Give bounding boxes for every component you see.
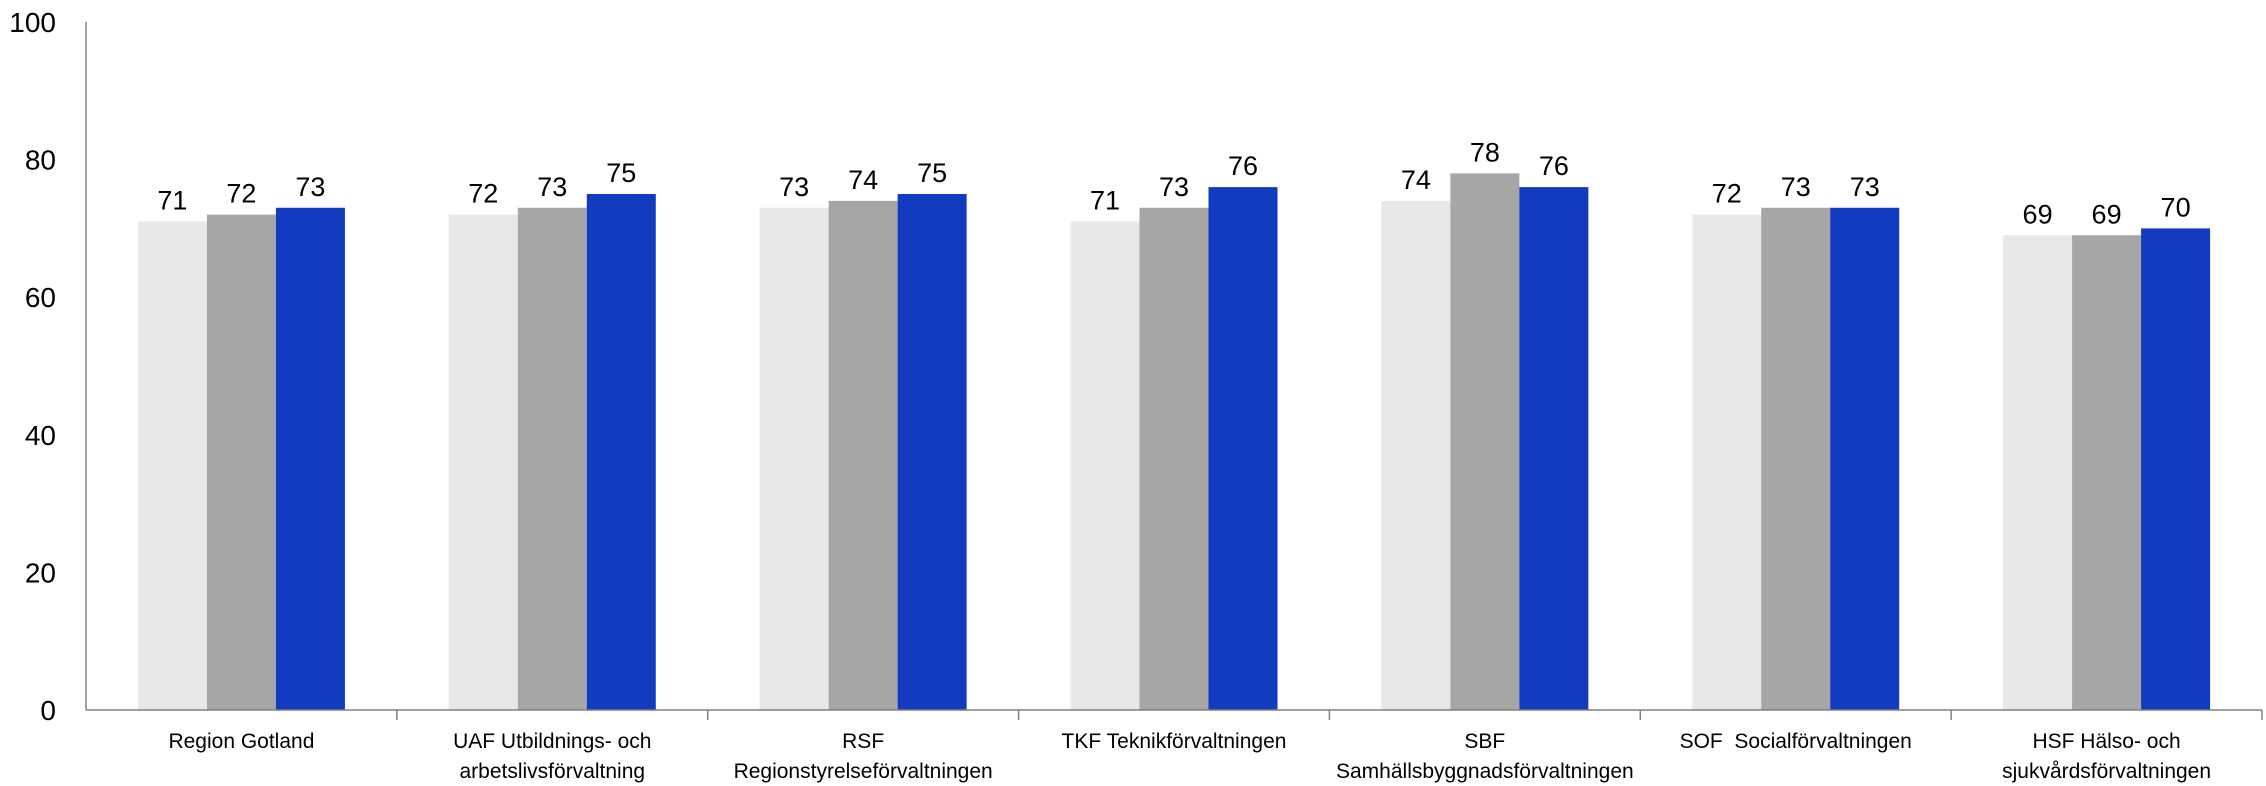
bar: [1208, 187, 1278, 710]
bar: [897, 194, 967, 710]
bar: [1761, 207, 1831, 710]
y-tick-label: 20: [25, 557, 56, 588]
x-category-label: TKF Teknikförvaltningen: [1062, 730, 1287, 753]
x-category-label: HSF Hälso- och: [2032, 730, 2180, 753]
bar: [1139, 207, 1209, 710]
bar: [1450, 173, 1520, 711]
x-category-label: UAF Utbildnings- och: [453, 730, 651, 753]
bar: [1519, 187, 1589, 710]
data-label: 69: [2092, 199, 2122, 229]
data-label: 69: [2023, 199, 2053, 229]
data-label: 75: [606, 158, 636, 188]
data-label: 74: [1401, 165, 1431, 195]
x-category-label: Samhällsbyggnadsförvaltningen: [1336, 760, 1634, 783]
data-label: 73: [295, 172, 325, 202]
bar: [206, 214, 276, 710]
bars: [137, 173, 2211, 711]
data-label: 75: [917, 158, 947, 188]
bar: [1070, 221, 1140, 710]
y-tick-label: 80: [25, 145, 56, 176]
x-category-label: arbetslivsförvaltning: [459, 760, 645, 783]
data-label: 73: [1781, 172, 1811, 202]
bar: [275, 207, 345, 710]
data-label: 70: [2161, 192, 2191, 222]
data-label: 73: [537, 172, 567, 202]
bar: [759, 207, 829, 710]
data-label: 73: [779, 172, 809, 202]
y-tick-label: 60: [25, 282, 56, 313]
bar: [137, 221, 207, 710]
data-label: 76: [1539, 151, 1569, 181]
data-label: 72: [226, 179, 256, 209]
bar: [517, 207, 587, 710]
x-category-label: SOF Socialförvaltningen: [1680, 730, 1912, 753]
data-labels: 71 72 73 72 73 75 73 74 75 71 73 76 74 78 76 72 73 73 69 69…: [157, 137, 2190, 229]
bar: [2003, 235, 2073, 710]
bar: [586, 194, 656, 710]
y-tick-label: 100: [9, 7, 56, 38]
x-category-label: RSF: [842, 730, 884, 753]
x-category-label: SBF: [1464, 730, 1505, 753]
bar: [2141, 228, 2211, 710]
data-label: 78: [1470, 137, 1500, 167]
x-category-label: sjukvårdsförvaltningen: [2002, 760, 2211, 783]
y-tick-label: 40: [25, 420, 56, 451]
bar: [2072, 235, 2142, 710]
y-tick-label: 0: [40, 695, 56, 726]
x-category-label: Regionstyrelseförvaltningen: [734, 760, 993, 783]
y-axis: 0 20 40 60 80 100: [9, 7, 87, 726]
data-label: 73: [1850, 172, 1880, 202]
data-label: 72: [1712, 179, 1742, 209]
data-label: 74: [848, 165, 878, 195]
bar: [828, 200, 898, 710]
data-label: 71: [157, 186, 187, 216]
bar: [448, 214, 518, 710]
x-category-label: Region Gotland: [168, 730, 314, 753]
data-label: 72: [468, 179, 498, 209]
data-label: 76: [1228, 151, 1258, 181]
data-label: 71: [1090, 186, 1120, 216]
bar: [1381, 200, 1451, 710]
bar: [1692, 214, 1762, 710]
x-axis: Region Gotland UAF Utbildnings- och arbets…: [86, 709, 2263, 783]
data-label: 73: [1159, 172, 1189, 202]
bar: [1830, 207, 1900, 710]
